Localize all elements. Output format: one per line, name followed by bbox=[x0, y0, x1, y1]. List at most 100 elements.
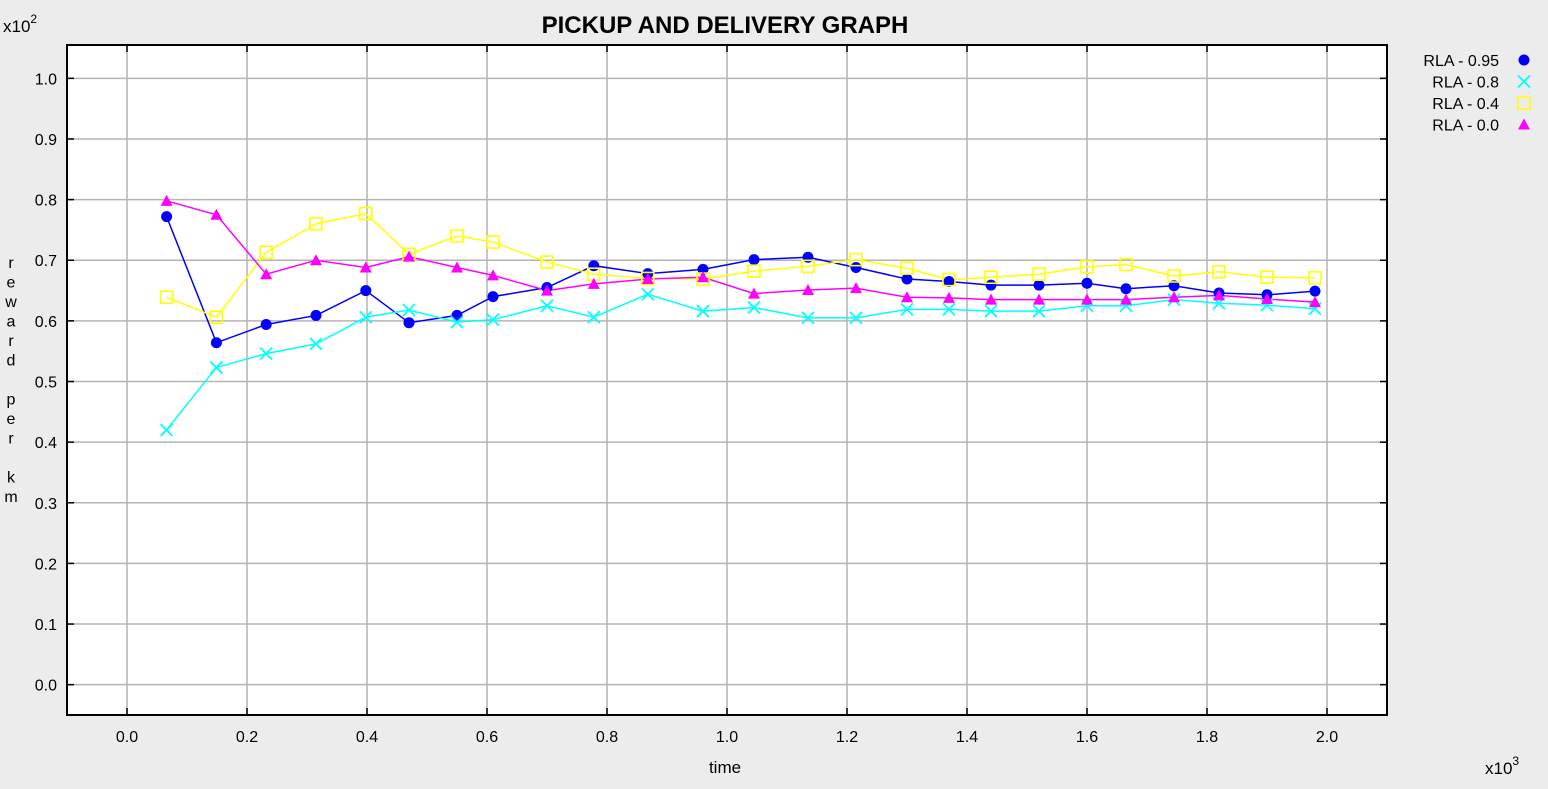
data-point-series-1 bbox=[747, 300, 761, 315]
y-axis-title-char: r bbox=[8, 255, 14, 272]
legend-marker bbox=[1518, 118, 1530, 130]
x-tick-label: 1.0 bbox=[716, 729, 738, 746]
data-point-series-1 bbox=[209, 360, 224, 375]
data-point-series-3 bbox=[850, 282, 862, 294]
y-axis-title-char: a bbox=[7, 314, 16, 331]
x-tick-label: 1.8 bbox=[1196, 729, 1218, 746]
data-point-series-0 bbox=[260, 319, 272, 331]
data-point-series-2 bbox=[450, 229, 464, 243]
data-point-series-1 bbox=[402, 303, 416, 317]
x-multiplier-exponent: 3 bbox=[1512, 754, 1519, 768]
legend-label: RLA - 0.95 bbox=[1423, 53, 1499, 70]
y-tick-label: 0.9 bbox=[35, 132, 57, 149]
y-multiplier-label: x102 bbox=[3, 12, 37, 36]
data-point-series-3 bbox=[310, 254, 322, 266]
data-point-series-2 bbox=[1119, 257, 1133, 272]
y-axis-title-char: r bbox=[8, 431, 14, 448]
data-point-series-1 bbox=[900, 302, 914, 316]
y-tick-label: 0.3 bbox=[35, 496, 57, 513]
data-point-series-1 bbox=[540, 299, 554, 313]
x-tick-label: 0.6 bbox=[476, 729, 498, 746]
data-point-series-0 bbox=[943, 275, 955, 287]
y-axis-title-char: k bbox=[7, 470, 16, 487]
data-point-series-2 bbox=[1080, 260, 1094, 274]
data-point-series-2 bbox=[209, 310, 224, 325]
data-point-series-3 bbox=[403, 250, 415, 262]
data-point-series-2 bbox=[747, 264, 761, 278]
data-point-series-2 bbox=[1308, 271, 1322, 285]
y-axis-title-char: e bbox=[7, 411, 16, 428]
data-point-series-3 bbox=[451, 261, 463, 273]
series-markers bbox=[159, 194, 1322, 437]
x-tick-label: 1.2 bbox=[836, 729, 858, 746]
data-point-series-0 bbox=[1168, 280, 1180, 292]
data-point-series-1 bbox=[641, 287, 655, 301]
data-point-series-2 bbox=[1260, 270, 1274, 285]
y-axis-title-char: m bbox=[4, 489, 17, 506]
y-axis-title-char: w bbox=[4, 294, 17, 311]
chart-title: PICKUP AND DELIVERY GRAPH bbox=[542, 12, 909, 39]
plot-frame bbox=[66, 44, 1388, 716]
x-multiplier-label: x103 bbox=[1485, 754, 1519, 778]
data-point-series-2 bbox=[1032, 267, 1046, 281]
data-point-series-1 bbox=[587, 310, 601, 324]
data-point-series-0 bbox=[748, 254, 760, 266]
x-tick-label: 0.4 bbox=[356, 729, 378, 746]
data-point-series-1 bbox=[359, 310, 373, 324]
data-point-series-3 bbox=[487, 269, 499, 281]
y-tick-label: 0.4 bbox=[35, 435, 57, 452]
y-multiplier-exponent: 2 bbox=[30, 12, 37, 26]
x-tick-label: 0.2 bbox=[236, 729, 258, 746]
data-point-series-3 bbox=[985, 293, 997, 305]
data-point-series-2 bbox=[1167, 269, 1181, 283]
data-point-series-1 bbox=[849, 311, 863, 325]
data-point-series-0 bbox=[1120, 283, 1132, 295]
data-point-series-3 bbox=[1309, 296, 1321, 308]
data-point-series-1 bbox=[309, 337, 323, 351]
x-tick-label: 1.6 bbox=[1076, 729, 1098, 746]
data-point-series-3 bbox=[541, 284, 553, 296]
data-point-series-3 bbox=[1168, 291, 1180, 303]
legend-marker bbox=[1518, 54, 1530, 66]
data-point-series-1 bbox=[486, 313, 500, 327]
y-tick-labels: 0.0 0.1 0.2 0.3 0.4 0.5 0.6 0.7 0.8 0.9 1.0 bbox=[35, 71, 57, 694]
data-point-series-1 bbox=[159, 423, 174, 437]
data-point-series-1 bbox=[450, 315, 464, 329]
legend: RLA - 0.95 RLA - 0.8 RLA - 0.4 RLA - 0.0 bbox=[1423, 53, 1531, 135]
y-axis-title-char: p bbox=[7, 392, 16, 409]
data-point-series-2 bbox=[309, 217, 323, 231]
data-point-series-0 bbox=[310, 309, 322, 321]
y-tick-label: 0.7 bbox=[35, 253, 57, 270]
data-point-series-3 bbox=[587, 277, 600, 289]
y-axis-title-char: e bbox=[7, 275, 16, 292]
data-point-series-0 bbox=[403, 317, 415, 329]
data-point-series-2 bbox=[159, 290, 174, 305]
x-tick-label: 2.0 bbox=[1316, 729, 1338, 746]
data-point-series-2 bbox=[1212, 264, 1226, 279]
data-point-series-2 bbox=[540, 255, 554, 269]
y-tick-label: 0.6 bbox=[35, 314, 57, 331]
data-point-series-3 bbox=[1213, 289, 1225, 301]
x-axis-title: time bbox=[709, 758, 741, 777]
data-point-series-3 bbox=[1120, 293, 1132, 305]
data-point-series-0 bbox=[1081, 277, 1093, 289]
data-point-series-1 bbox=[696, 304, 710, 318]
y-axis-title-char: d bbox=[7, 353, 16, 370]
x-tick-label: 0.8 bbox=[596, 729, 618, 746]
data-point-series-0 bbox=[161, 211, 173, 223]
y-tick-label: 0.0 bbox=[35, 678, 57, 695]
data-point-series-0 bbox=[487, 291, 499, 303]
data-point-series-3 bbox=[359, 261, 372, 273]
y-tick-label: 0.1 bbox=[35, 617, 57, 634]
x-tick-label: 0.0 bbox=[116, 729, 138, 746]
data-point-series-2 bbox=[640, 271, 655, 286]
data-point-series-3 bbox=[641, 273, 654, 285]
data-point-series-2 bbox=[942, 272, 956, 287]
data-point-series-3 bbox=[901, 291, 913, 303]
data-point-series-0 bbox=[1033, 279, 1045, 291]
y-tick-label: 1.0 bbox=[35, 71, 57, 88]
x-multiplier-base: x10 bbox=[1485, 759, 1512, 778]
data-point-series-2 bbox=[849, 252, 863, 267]
